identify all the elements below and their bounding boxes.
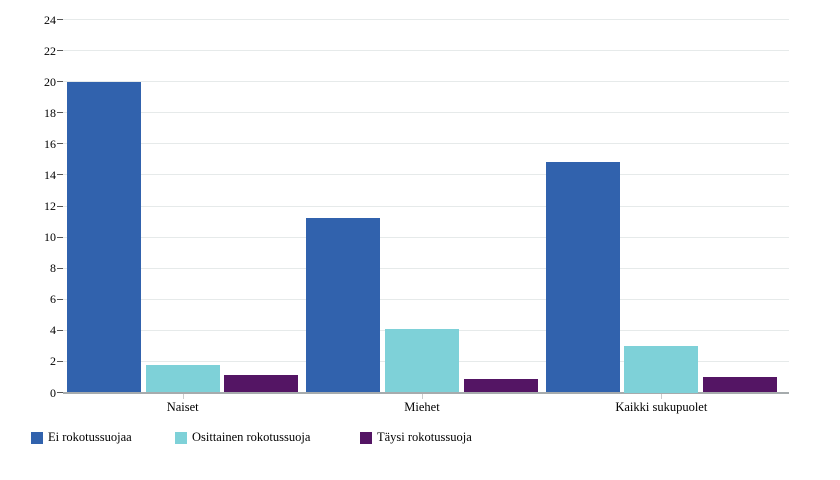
legend-label: Täysi rokotussuoja [377, 430, 472, 444]
y-axis-tick [57, 205, 63, 207]
y-axis-tick [57, 236, 63, 238]
y-gridline [63, 81, 789, 83]
y-axis-tick [57, 81, 63, 83]
y-axis-label: 24 [44, 12, 56, 27]
bar-kaikki-sukupuolet-series-1[interactable] [624, 345, 699, 393]
y-axis-label: 10 [44, 230, 56, 245]
y-gridline [63, 50, 789, 52]
legend-label: Ei rokotussuojaa [48, 430, 132, 444]
bar-naiset-series-0[interactable] [67, 81, 142, 393]
y-axis-tick [57, 143, 63, 145]
bar-naiset-series-1[interactable] [145, 364, 220, 393]
y-axis-label: 16 [44, 136, 56, 151]
legend-label: Osittainen rokotussuoja [192, 430, 311, 444]
y-axis-label: 22 [44, 43, 56, 58]
y-gridline [63, 19, 789, 20]
y-axis-label: 8 [50, 261, 56, 276]
y-gridline [63, 298, 789, 300]
y-axis-tick [57, 392, 63, 393]
y-axis-tick [57, 19, 63, 20]
legend-swatch-icon [360, 431, 372, 444]
x-axis-tick [661, 393, 663, 399]
y-axis-label: 2 [50, 354, 56, 369]
legend-item-series-2[interactable]: Täysi rokotussuoja [360, 431, 472, 444]
y-gridline [63, 112, 789, 114]
y-gridline [63, 267, 789, 269]
y-axis-tick [57, 174, 63, 176]
y-gridline [63, 143, 789, 145]
y-axis-tick [57, 50, 63, 52]
y-axis-label: 12 [44, 199, 56, 213]
y-gridline [63, 236, 789, 238]
legend-swatch-icon [175, 431, 187, 444]
bar-naiset-series-2[interactable] [224, 375, 299, 393]
y-axis-label: 14 [44, 167, 56, 182]
y-gridline [63, 174, 789, 176]
bar-miehet-series-2[interactable] [463, 378, 538, 393]
bar-kaikki-sukupuolet-series-0[interactable] [545, 162, 620, 393]
x-axis-category-label: Naiset [166, 399, 199, 414]
x-axis-tick [422, 393, 423, 399]
x-axis-line [63, 392, 789, 394]
y-axis-label: 20 [44, 74, 56, 89]
x-axis-category-label: Miehet [404, 399, 440, 414]
y-axis-tick [57, 329, 63, 331]
legend-item-series-0[interactable]: Ei rokotussuojaa [31, 431, 132, 444]
y-axis-label: 4 [50, 323, 56, 338]
y-axis-tick [57, 267, 63, 269]
y-axis-label: 18 [44, 105, 56, 120]
y-axis-label: 0 [50, 385, 56, 400]
bar-miehet-series-1[interactable] [384, 328, 460, 393]
y-gridline [63, 205, 789, 207]
y-axis-tick [57, 112, 63, 114]
x-axis-tick [182, 393, 184, 399]
bar-miehet-series-0[interactable] [306, 218, 381, 393]
y-axis-label: 6 [50, 292, 56, 307]
y-axis-tick [57, 360, 63, 362]
legend-swatch-icon [31, 431, 43, 444]
legend-item-series-1[interactable]: Osittainen rokotussuoja [175, 431, 310, 444]
y-axis-tick [57, 298, 63, 300]
bar-kaikki-sukupuolet-series-2[interactable] [702, 376, 777, 393]
x-axis-category-label: Kaikki sukupuolet [615, 399, 708, 414]
